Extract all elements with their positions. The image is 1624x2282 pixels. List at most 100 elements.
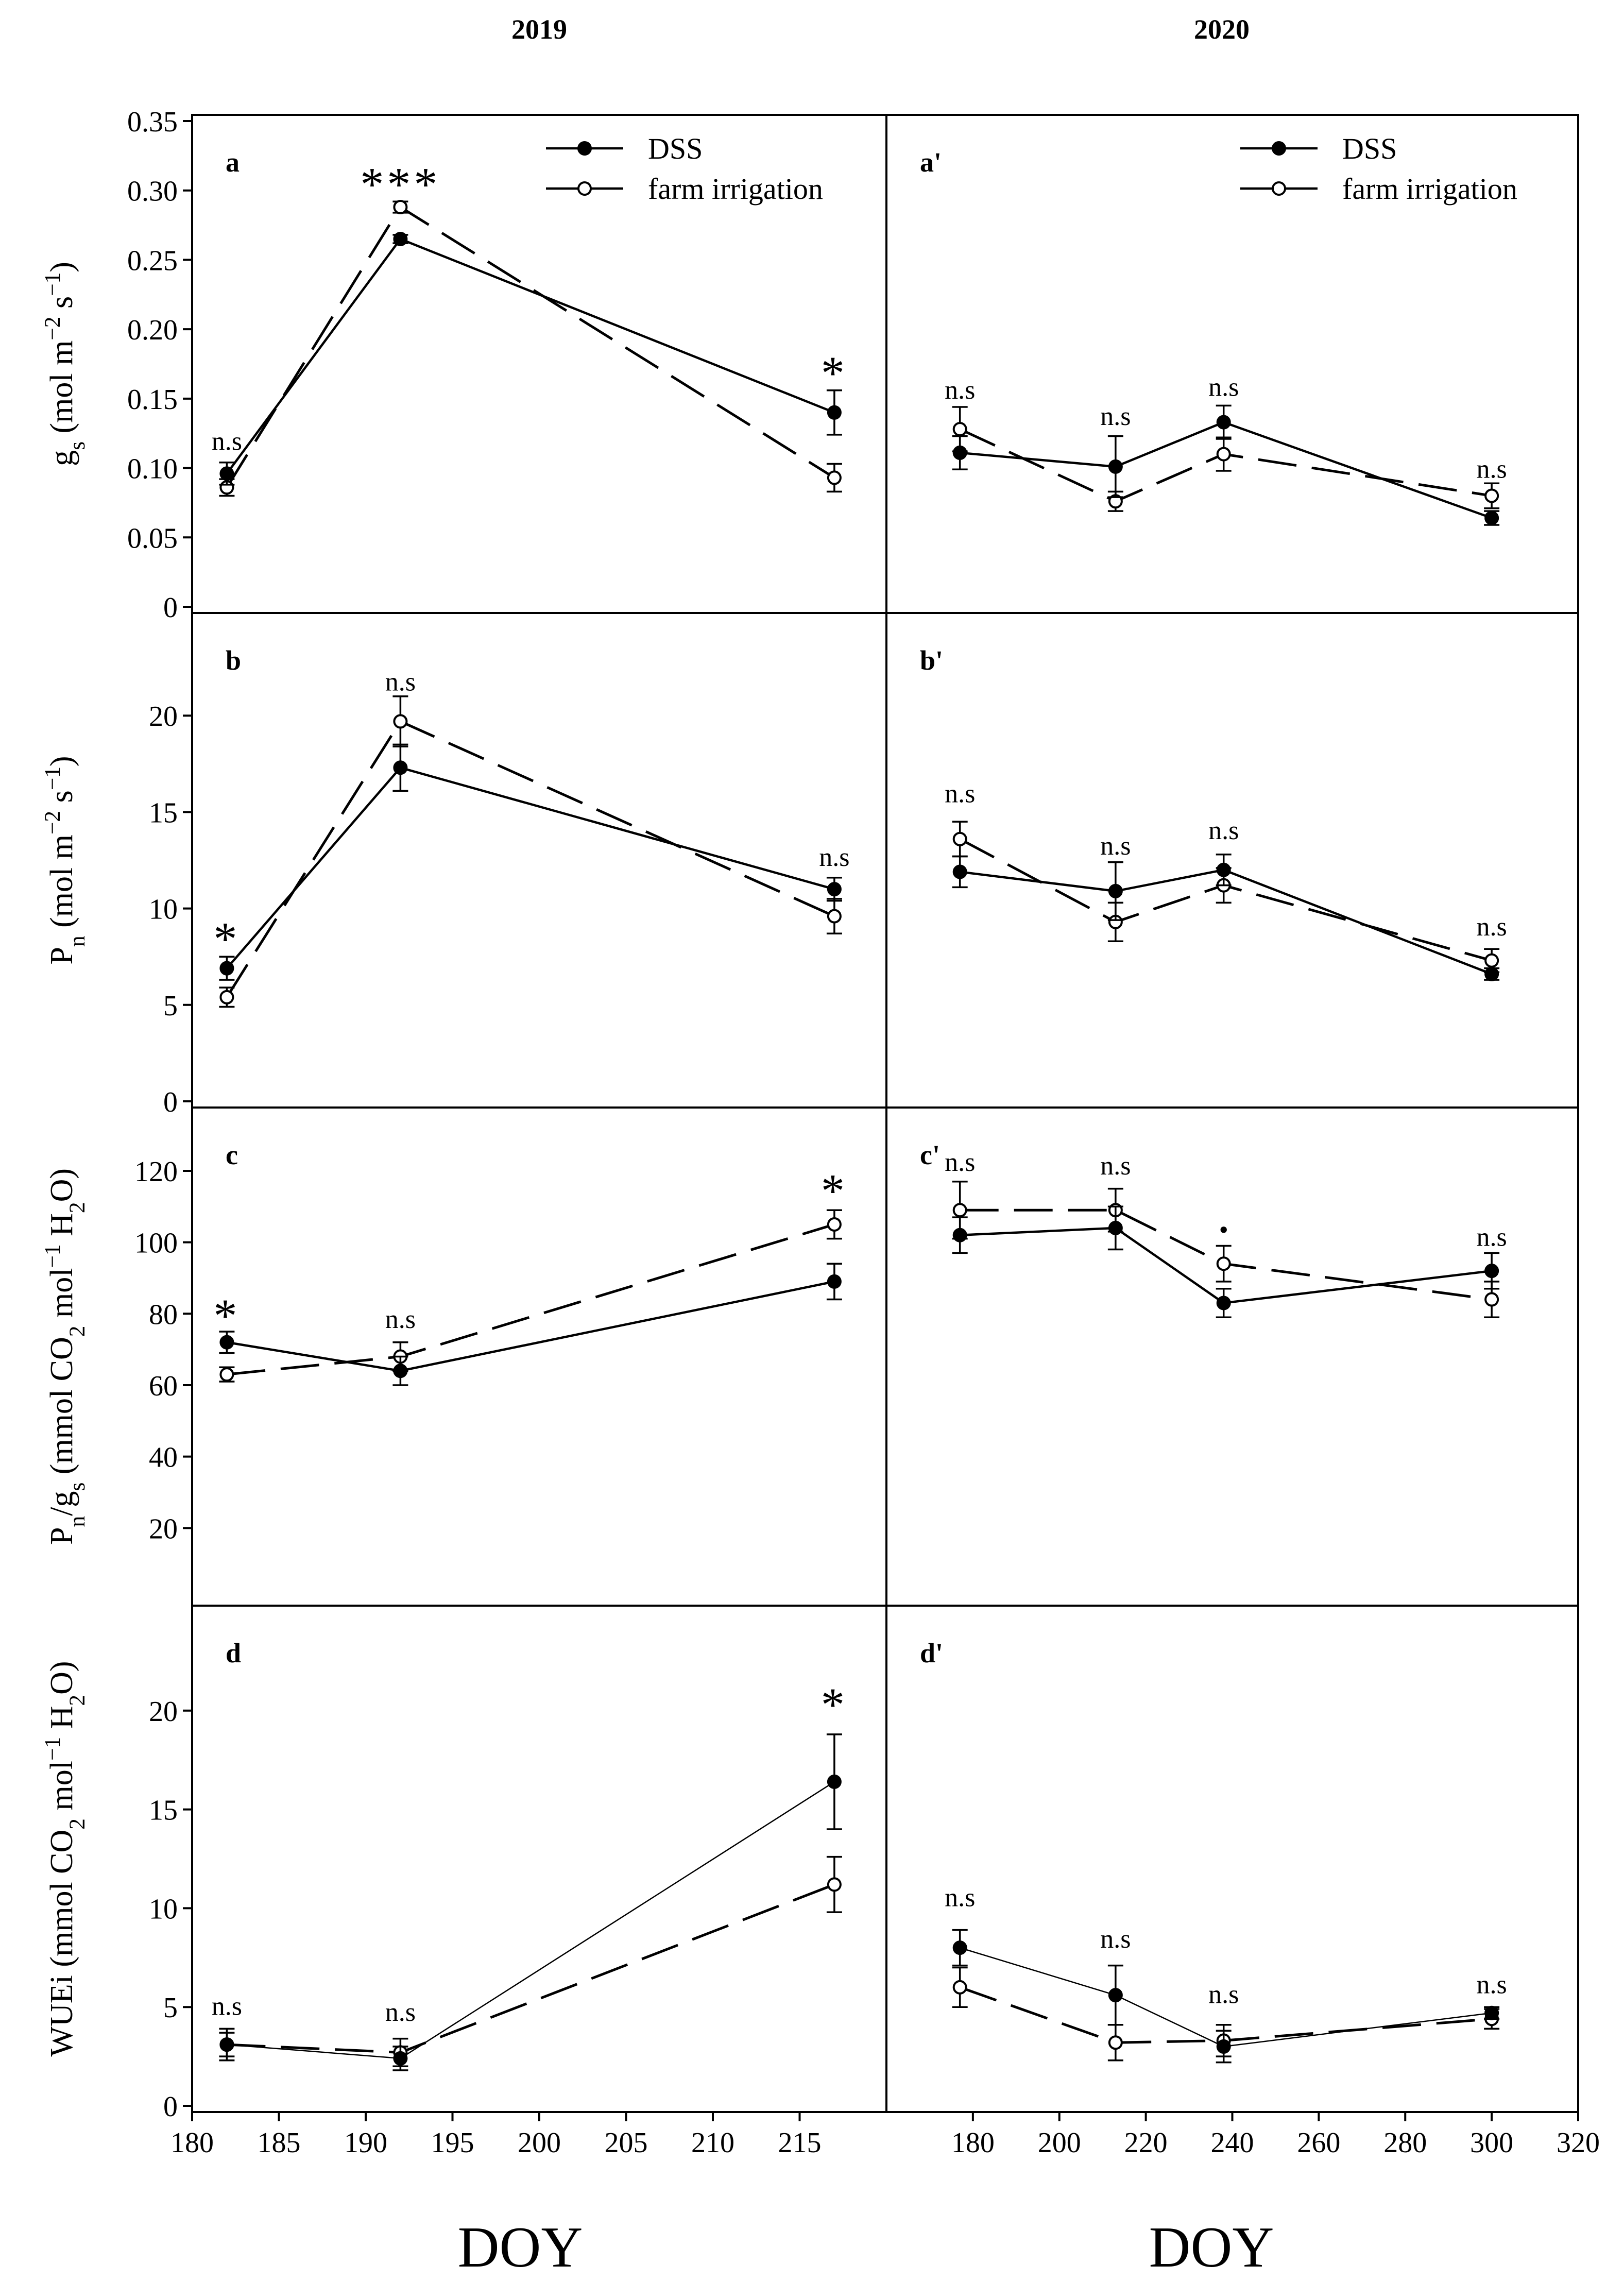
y-tick-label: 0.10 xyxy=(127,453,178,485)
data-point-farm-irrigation xyxy=(827,470,842,485)
series-line-dss xyxy=(227,1280,835,1372)
significance-label: n.s xyxy=(385,668,416,697)
panel-c2: c' n.s n.s• n.s xyxy=(885,1106,1579,1607)
panel-b2: b' n.s n.s n.s n.s xyxy=(885,612,1579,1109)
significance-label: n.s xyxy=(945,1148,975,1177)
x-tick-label: 180 xyxy=(170,2127,214,2159)
series-line-dss xyxy=(960,421,1492,519)
data-point-dss xyxy=(1484,510,1499,525)
x-tick-label: 200 xyxy=(518,2127,561,2159)
panel-label: c' xyxy=(920,1139,940,1170)
panel-frame xyxy=(191,1106,887,1607)
series-line-dss xyxy=(960,1227,1492,1304)
data-point-dss xyxy=(393,760,408,775)
data-point-dss xyxy=(952,1228,967,1242)
y-tick-label: 20 xyxy=(149,1696,178,1728)
data-point-dss xyxy=(952,445,967,460)
significance-label: n.s xyxy=(1477,912,1507,942)
y-tick-label: 20 xyxy=(149,701,178,733)
data-point-farm-irrigation xyxy=(952,1980,967,1995)
series-line-dss xyxy=(960,868,1492,975)
data-point-farm-irrigation xyxy=(952,831,967,846)
data-point-dss xyxy=(1216,2039,1231,2054)
y-tick-label: 60 xyxy=(149,1370,178,1402)
legend-item-farm-irrigation: farm irrigation xyxy=(1240,172,1517,206)
panel-label: d' xyxy=(920,1638,943,1668)
panel-label: b xyxy=(226,645,241,676)
y-tick-label: 100 xyxy=(134,1228,178,1259)
data-point-dss xyxy=(1108,1220,1123,1235)
legend-item-dss: DSS xyxy=(546,132,703,165)
data-point-farm-irrigation xyxy=(393,714,408,729)
series-line-dss xyxy=(226,766,835,969)
significance-label: n.s xyxy=(212,1992,242,2021)
y-tick-label: 120 xyxy=(134,1156,178,1188)
x-tick-label: 300 xyxy=(1470,2127,1513,2159)
significance-label: n.s xyxy=(385,1305,416,1334)
data-point-farm-irrigation xyxy=(827,1217,842,1232)
panel-grid: a 0 0.05 0.10 0.15 0.20 0.25 0.30 0.35 gs (mol m−… xyxy=(40,106,1600,2159)
data-point-dss xyxy=(1108,459,1123,474)
significance-label: n.s xyxy=(1477,1223,1507,1252)
x-tick-label: 220 xyxy=(1124,2127,1168,2159)
legend-marker xyxy=(1272,181,1286,196)
data-point-dss xyxy=(1216,1296,1231,1310)
y-tick-label: 20 xyxy=(149,1513,178,1545)
x-tick-label: 320 xyxy=(1557,2127,1600,2159)
panel-label: a' xyxy=(920,147,942,178)
legend-label: DSS xyxy=(648,132,703,165)
significance-label: n.s xyxy=(1100,402,1131,431)
y-axis-title: Pn/gs (mmol CO2 mol−1 H2O) xyxy=(40,1168,90,1545)
data-point-farm-irrigation xyxy=(219,990,234,1004)
y-tick-label: 5 xyxy=(163,990,178,1022)
data-point-dss xyxy=(1484,1264,1499,1279)
data-point-dss xyxy=(952,864,967,879)
legend-label: farm irrigation xyxy=(1342,172,1517,206)
series-line-farm-irrigation xyxy=(227,1883,835,2054)
y-tick-label: 0.25 xyxy=(127,245,178,277)
legend-marker xyxy=(1272,141,1286,156)
data-point-dss xyxy=(219,466,234,481)
significance-label: n.s xyxy=(1100,831,1131,861)
significance-label: n.s xyxy=(1477,454,1507,484)
x-tick-label: 210 xyxy=(691,2127,734,2159)
data-point-dss xyxy=(952,1940,967,1955)
significance-label: n.s xyxy=(1100,1925,1131,1954)
data-point-dss xyxy=(1216,415,1231,430)
data-point-farm-irrigation xyxy=(219,1367,234,1382)
series-line-farm-irrigation xyxy=(226,720,835,998)
y-tick-label: 10 xyxy=(149,894,178,926)
significance-label: n.s xyxy=(945,1883,975,1913)
panel-frame xyxy=(885,1106,1579,1607)
data-point-farm-irrigation xyxy=(1216,447,1231,462)
legend-item-dss: DSS xyxy=(1240,132,1397,165)
data-point-dss xyxy=(827,882,842,897)
significance-label: * xyxy=(821,347,848,399)
x-axis-label-left: DOY xyxy=(458,2216,583,2279)
x-tick-label: 195 xyxy=(431,2127,474,2159)
y-tick-label: 0.15 xyxy=(127,384,178,416)
data-point-farm-irrigation xyxy=(952,1203,967,1218)
x-tick-label: 180 xyxy=(951,2127,995,2159)
series-line-dss xyxy=(960,1947,1492,2048)
significance-label: n.s xyxy=(212,427,242,456)
significance-label: *** xyxy=(360,158,440,211)
significance-label: n.s xyxy=(1100,1151,1131,1181)
x-tick-label: 260 xyxy=(1297,2127,1340,2159)
y-tick-label: 0 xyxy=(163,592,178,624)
panel-a2: a' n.s n.s n.s n.s DSS farm irrigation xyxy=(885,114,1579,614)
data-point-dss xyxy=(827,1774,842,1789)
data-point-farm-irrigation xyxy=(827,909,842,924)
significance-label: * xyxy=(213,912,240,965)
data-point-farm-irrigation xyxy=(1484,953,1499,968)
y-tick-label: 15 xyxy=(149,1795,178,1827)
data-point-dss xyxy=(219,2037,234,2052)
data-point-dss xyxy=(219,1335,234,1350)
data-point-farm-irrigation xyxy=(827,1877,842,1892)
x-tick-label: 240 xyxy=(1211,2127,1254,2159)
legend-label: farm irrigation xyxy=(648,172,823,206)
panel-d2: d' 180 200 220 240 260 280 300 320 n.s n.s n.s n.s xyxy=(885,1605,1600,2159)
panel-frame xyxy=(191,612,887,1109)
panel-label: d xyxy=(226,1638,241,1668)
panel-c: c 20 40 60 80 100 120 Pn/gs (mmol CO2 mol−1 H2O… xyxy=(40,1106,887,1607)
